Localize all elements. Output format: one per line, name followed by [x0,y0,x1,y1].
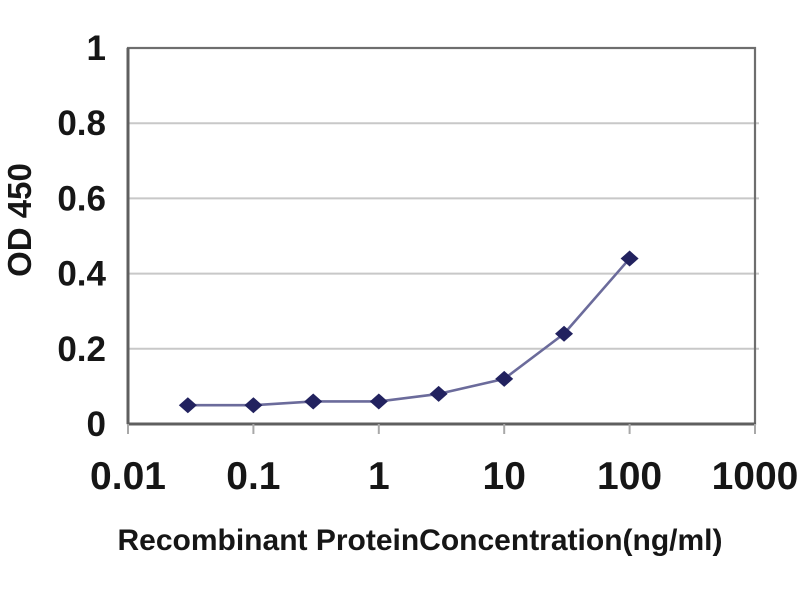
y-tick-label: 0.2 [57,330,106,369]
y-tick-label: 0.4 [57,255,106,294]
x-tick-label: 10 [483,455,526,498]
data-point-marker [178,397,197,414]
data-point-marker [369,393,388,410]
y-tick-label: 0.6 [57,179,106,218]
x-tick-label: 0.01 [90,455,166,498]
data-point-marker [304,393,323,410]
y-tick-label: 0 [87,405,106,444]
y-tick-label: 0.8 [57,104,106,143]
x-tick-label: 100 [597,455,662,498]
data-point-marker [555,325,574,342]
data-point-marker [495,370,514,387]
plot-border [126,46,757,426]
data-point-marker [620,250,639,267]
x-tick-label: 0.1 [226,455,280,498]
y-tick-label: 1 [87,29,106,68]
x-axis-title: Recombinant ProteinConcentration(ng/ml) [117,524,723,557]
x-tick-label: 1000 [712,455,799,498]
series-line [187,257,631,407]
data-point-marker [244,397,263,414]
data-point-marker [429,385,448,402]
x-tick-label: 1 [368,455,390,498]
